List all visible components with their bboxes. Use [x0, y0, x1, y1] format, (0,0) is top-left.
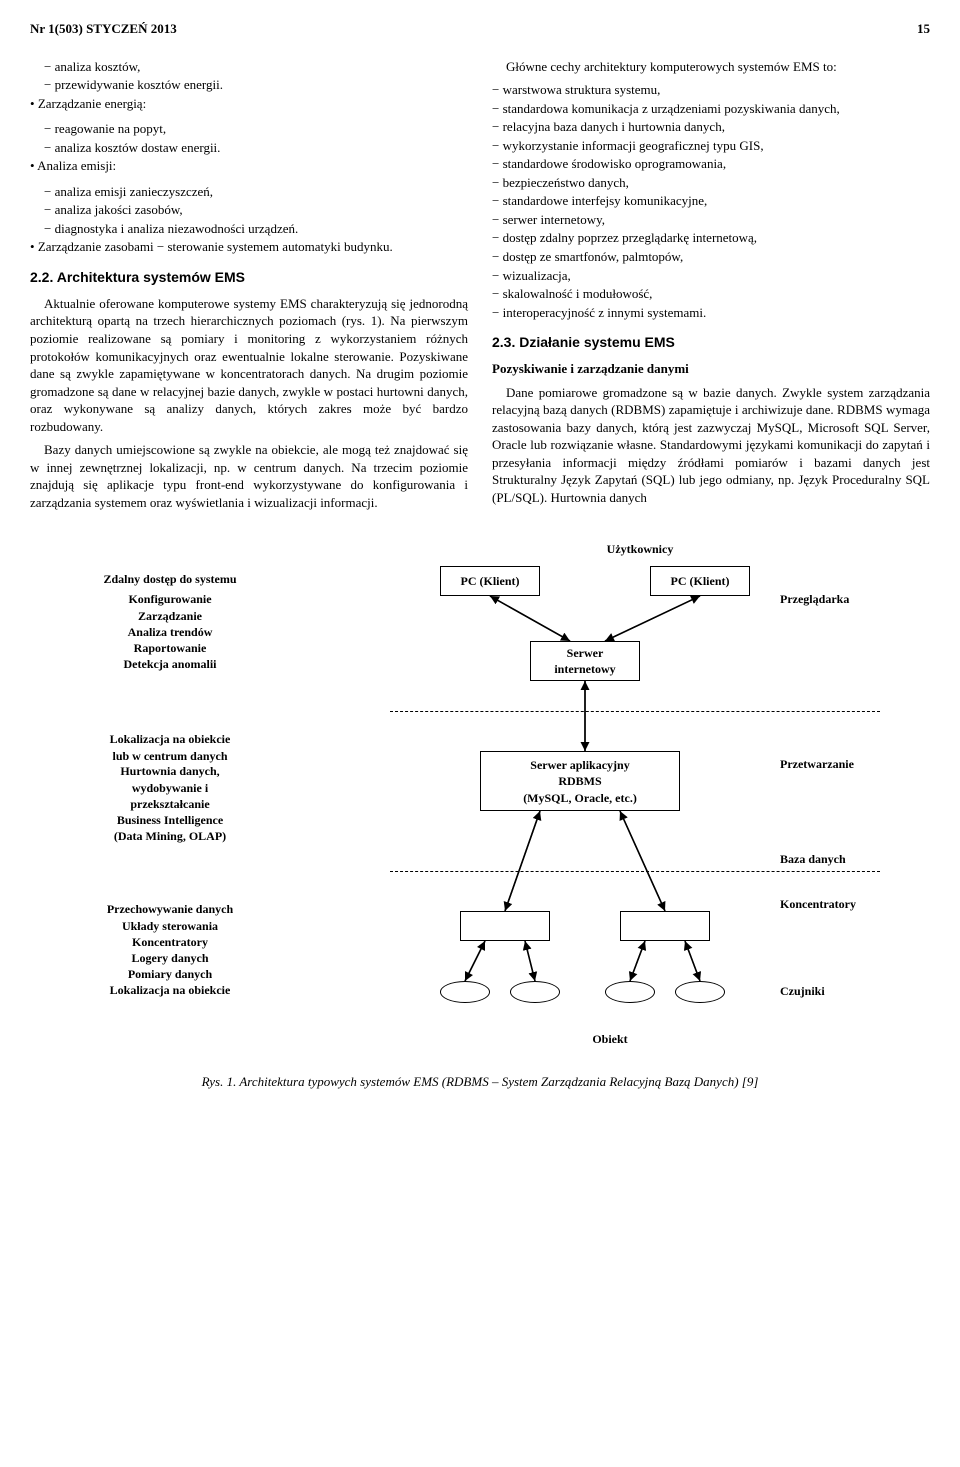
section-title-23: 2.3. Działanie systemu EMS: [492, 333, 930, 352]
diagram-label-users: Użytkownicy: [580, 541, 700, 557]
list-item: standardowe interfejsy komunikacyjne,: [492, 192, 930, 210]
diagram-box-pc-client-1: PC (Klient): [440, 566, 540, 596]
diagram-box-pc-client-2: PC (Klient): [650, 566, 750, 596]
intro-text: Główne cechy architektury komputerowych …: [492, 58, 930, 76]
diagram-dash: [390, 871, 880, 872]
list-item: relacyjna baza danych i hurtownia danych…: [492, 118, 930, 136]
diagram-sensor-ellipse: [440, 981, 490, 1003]
list-item: bezpieczeństwo danych,: [492, 174, 930, 192]
paragraph: Aktualnie oferowane komputerowe systemy …: [30, 295, 468, 435]
list-item: analiza kosztów,: [44, 58, 468, 76]
header-right: 15: [917, 20, 930, 38]
list-item: Zarządzanie energią:: [30, 95, 468, 113]
diagram-box-concentrator-2: [620, 911, 710, 941]
diagram-label-sensors: Czujniki: [780, 983, 890, 999]
diagram-box-concentrator-1: [460, 911, 550, 941]
section-title-22: 2.2. Architektura systemów EMS: [30, 268, 468, 287]
list-item: serwer internetowy,: [492, 211, 930, 229]
diagram-label-object: Obiekt: [570, 1031, 650, 1047]
list-item: skalowalność i modułowość,: [492, 285, 930, 303]
list-item: standardowa komunikacja z urządzeniami p…: [492, 100, 930, 118]
diagram-box-app-server: Serwer aplikacyjny RDBMS (MySQL, Oracle,…: [480, 751, 680, 811]
left-column: analiza kosztów, przewidywanie kosztów e…: [30, 58, 468, 518]
list-item: standardowe środowisko oprogramowania,: [492, 155, 930, 173]
list-item: diagnostyka i analiza niezawodności urzą…: [44, 220, 468, 238]
list-item: analiza kosztów dostaw energii.: [44, 139, 468, 157]
diagram-left-title-2: Lokalizacja na obiekcie lub w centrum da…: [70, 731, 270, 763]
diagram-label-processing: Przetwarzanie: [780, 756, 890, 772]
diagram-label-database: Baza danych: [780, 851, 890, 867]
list-item: wizualizacja,: [492, 267, 930, 285]
figure-1: Użytkownicy Zdalny dostęp do systemu Kon…: [30, 541, 930, 1091]
diagram-left-lines-2: Hurtownia danych, wydobywanie i przekszt…: [70, 763, 270, 844]
diagram-box-web-server: Serwer internetowy: [530, 641, 640, 681]
diagram-dash: [390, 711, 880, 712]
diagram-sensor-ellipse: [510, 981, 560, 1003]
diagram-left-lines-3: Przechowywanie danych Układy sterowania …: [70, 901, 270, 998]
list-item: Analiza emisji:: [30, 157, 468, 175]
list-item: dostęp zdalny poprzez przeglądarkę inter…: [492, 229, 930, 247]
list-item: Zarządzanie zasobami − sterowanie system…: [30, 238, 468, 256]
diagram-label-concentrators: Koncentratory: [780, 896, 900, 912]
diagram-left-lines-1: Konfigurowanie Zarządzanie Analiza trend…: [70, 591, 270, 672]
list-item: warstwowa struktura systemu,: [492, 81, 930, 99]
list-item: analiza emisji zanieczyszczeń,: [44, 183, 468, 201]
diagram-sensor-ellipse: [675, 981, 725, 1003]
paragraph: Bazy danych umiejscowione są zwykle na o…: [30, 441, 468, 511]
paragraph: Dane pomiarowe gromadzone są w bazie dan…: [492, 384, 930, 507]
header-left: Nr 1(503) STYCZEŃ 2013: [30, 20, 177, 38]
diagram-label-browser: Przeglądarka: [780, 591, 890, 607]
list-item: interoperacyjność z innymi systemami.: [492, 304, 930, 322]
list-item: analiza jakości zasobów,: [44, 201, 468, 219]
figure-caption: Rys. 1. Architektura typowych systemów E…: [30, 1073, 930, 1091]
list-item: dostęp ze smartfonów, palmtopów,: [492, 248, 930, 266]
diagram-sensor-ellipse: [605, 981, 655, 1003]
right-column: Główne cechy architektury komputerowych …: [492, 58, 930, 518]
list-item: reagowanie na popyt,: [44, 120, 468, 138]
subheading: Pozyskiwanie i zarządzanie danymi: [492, 360, 930, 378]
list-item: wykorzystanie informacji geograficznej t…: [492, 137, 930, 155]
list-item: przewidywanie kosztów energii.: [44, 76, 468, 94]
diagram-left-title-1: Zdalny dostęp do systemu: [70, 571, 270, 587]
